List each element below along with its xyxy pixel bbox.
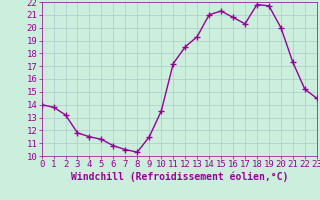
X-axis label: Windchill (Refroidissement éolien,°C): Windchill (Refroidissement éolien,°C) xyxy=(70,172,288,182)
